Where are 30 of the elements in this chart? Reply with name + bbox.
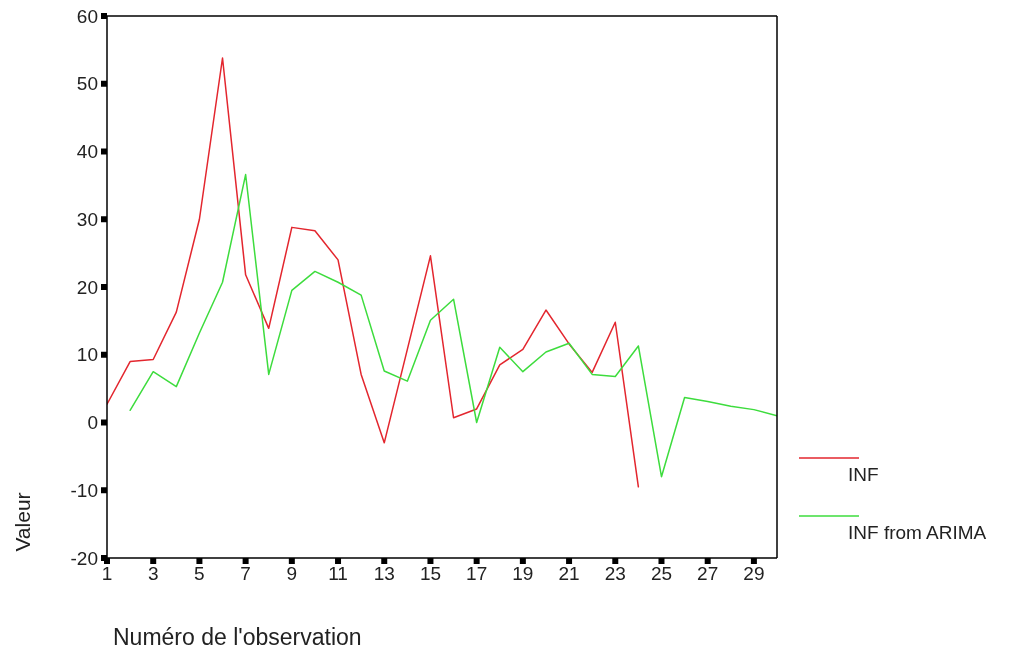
x-tick-label: 21 [558, 563, 580, 585]
x-tick-label: 23 [604, 563, 626, 585]
x-tick-label: 17 [466, 563, 488, 585]
x-tick-label: 9 [286, 563, 298, 585]
legend-label: INF from ARIMA [848, 522, 987, 544]
y-tick-label: 10 [76, 344, 98, 366]
line-series [107, 57, 640, 488]
x-tick-label: 11 [328, 563, 348, 585]
y-tick-label: 20 [76, 276, 98, 298]
y-axis-title: Valeur [10, 492, 34, 552]
x-tick-label: 25 [650, 563, 673, 585]
legend-label: INF [848, 464, 879, 486]
x-tick-label: 27 [697, 563, 719, 585]
y-tick-label: 0 [87, 412, 98, 434]
x-tick-label: 15 [419, 563, 442, 585]
x-tick-label: 5 [194, 563, 205, 585]
x-tick-label: 13 [373, 563, 395, 585]
y-tick-label: -20 [70, 547, 98, 569]
x-tick-label: 3 [147, 563, 159, 585]
y-tick-label: 40 [76, 141, 98, 163]
x-axis-title: Numéro de l'observation [113, 624, 362, 650]
y-tick-label: -10 [70, 479, 98, 501]
line-series [129, 173, 777, 478]
x-tick-label: 7 [240, 563, 251, 585]
x-tick-label: 19 [512, 563, 534, 585]
x-tick-label: 29 [743, 563, 765, 585]
y-tick-label: 60 [76, 5, 98, 27]
y-tick-label: 30 [76, 208, 98, 230]
x-tick-label: 1 [101, 563, 113, 585]
y-tick-label: 50 [76, 73, 98, 95]
